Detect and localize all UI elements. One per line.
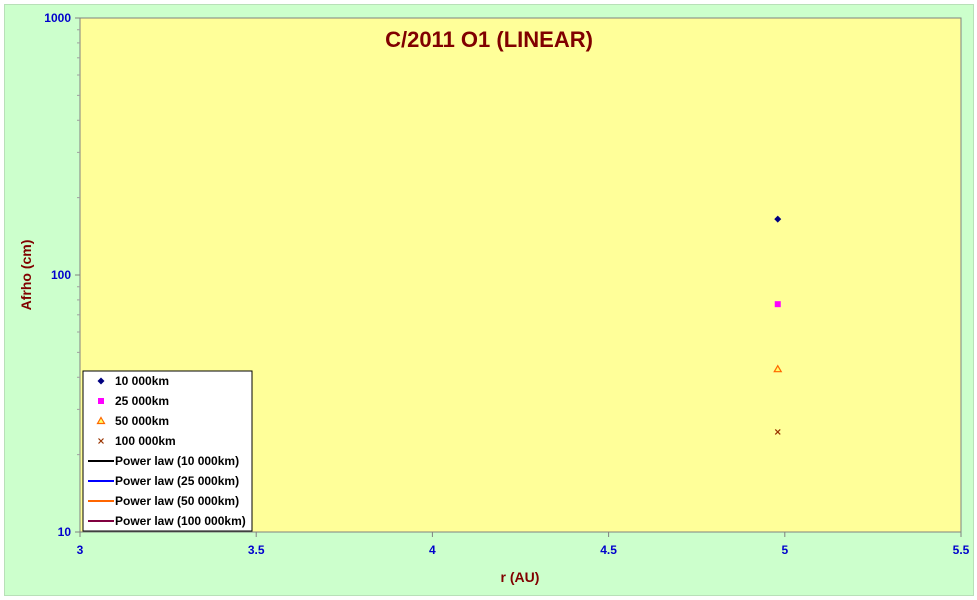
x-tick-label: 4 xyxy=(429,543,436,557)
y-tick-label: 10 xyxy=(58,525,72,539)
legend-marker xyxy=(97,377,105,385)
legend-label: Power law (100 000km) xyxy=(115,514,246,528)
chart-title: C/2011 O1 (LINEAR) xyxy=(385,27,593,52)
data-point xyxy=(773,364,783,373)
data-points xyxy=(773,215,783,435)
legend-marker xyxy=(96,416,106,425)
y-tick-label: 100 xyxy=(51,268,71,282)
legend-box xyxy=(82,370,253,532)
x-tick-label: 3 xyxy=(77,543,84,557)
legend-label: 10 000km xyxy=(115,374,169,388)
data-point xyxy=(774,215,782,223)
data-point xyxy=(774,301,781,308)
legend-label: 25 000km xyxy=(115,394,169,408)
legend-label: Power law (50 000km) xyxy=(115,494,239,508)
legend-label: 100 000km xyxy=(115,434,176,448)
x-tick-label: 3.5 xyxy=(248,543,265,557)
chart-svg: C/2011 O1 (LINEAR) r (AU) Afrho (cm) 3 3.… xyxy=(18,11,970,585)
chart-container: C/2011 O1 (LINEAR) r (AU) Afrho (cm) 3 3.… xyxy=(4,4,974,596)
legend-marker xyxy=(98,398,104,404)
x-tick-label: 5.5 xyxy=(953,543,970,557)
legend-label: Power law (10 000km) xyxy=(115,454,239,468)
data-point xyxy=(774,429,781,435)
x-axis-label: r (AU) xyxy=(501,569,540,585)
legend: 10 000km 25 000km 50 000km 100 000km Power l… xyxy=(82,370,253,532)
y-axis-ticks: 10 100 1000 xyxy=(44,11,80,539)
legend-label: 50 000km xyxy=(115,414,169,428)
y-axis-label: Afrho (cm) xyxy=(18,240,34,311)
x-tick-label: 4.5 xyxy=(600,543,617,557)
x-axis-ticks: 3 3.5 4 4.5 5 5.5 xyxy=(77,532,970,557)
legend-marker xyxy=(98,438,104,444)
legend-label: Power law (25 000km) xyxy=(115,474,239,488)
x-tick-label: 5 xyxy=(781,543,788,557)
y-tick-label: 1000 xyxy=(44,11,71,25)
